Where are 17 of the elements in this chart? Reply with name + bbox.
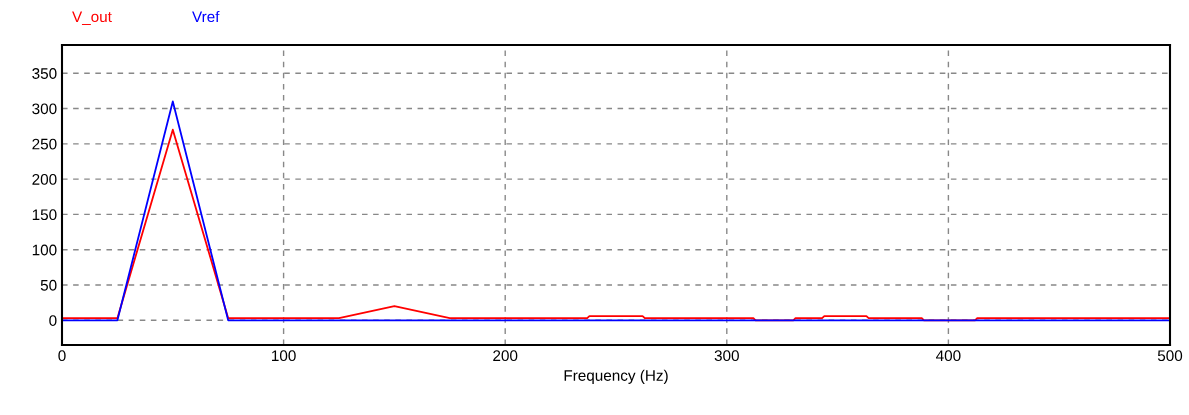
y-tick-label: 250	[32, 138, 57, 150]
y-tick-label: 50	[40, 279, 57, 291]
y-tick-label: 150	[32, 209, 57, 221]
x-tick-label: 400	[936, 350, 961, 362]
y-tick-label: 300	[32, 103, 57, 115]
y-tick-label: 350	[32, 68, 57, 79]
x-tick-label: 0	[58, 350, 66, 362]
x-tick-label: 200	[493, 350, 518, 362]
text: Vref	[192, 10, 220, 23]
y-tick-label: 0	[49, 315, 57, 326]
x-tick-label: 500	[1157, 350, 1183, 362]
y-tick-label: 100	[32, 244, 57, 256]
x-tick-label: 300	[714, 350, 739, 362]
y-tick-label: 200	[32, 173, 57, 185]
text: V_out	[72, 11, 112, 25]
x-tick-label: 100	[272, 350, 296, 362]
x-axis-title: Frequency (Hz)	[564, 369, 668, 384]
